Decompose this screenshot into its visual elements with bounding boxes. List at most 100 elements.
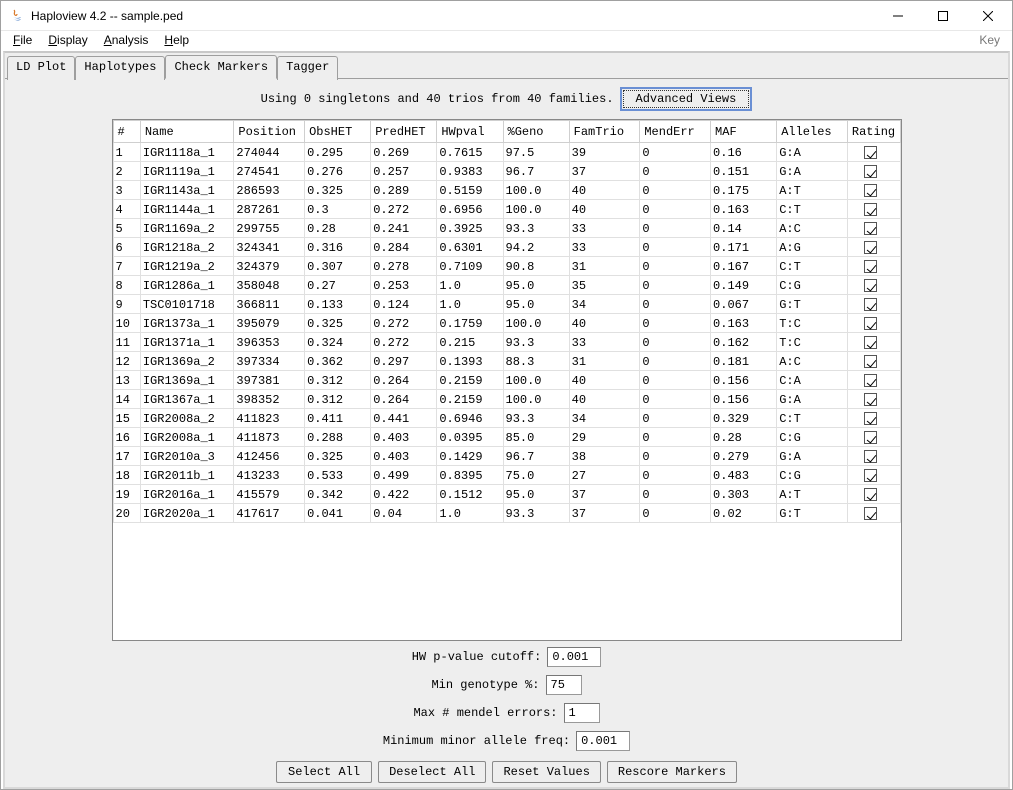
table-row[interactable]: 7IGR1219a_23243790.3070.2780.710990.8310… (113, 257, 900, 276)
table-row[interactable]: 17IGR2010a_34124560.3250.4030.142996.738… (113, 447, 900, 466)
column-header[interactable]: %Geno (503, 121, 569, 143)
column-header[interactable]: MendErr (640, 121, 711, 143)
cell-hw: 0.215 (437, 333, 503, 352)
rating-checkbox[interactable] (864, 469, 877, 482)
tab-ld-plot[interactable]: LD Plot (7, 56, 75, 80)
menu-help[interactable]: Help (158, 31, 195, 49)
table-row[interactable]: 1IGR1118a_12740440.2950.2690.761597.5390… (113, 143, 900, 162)
column-header[interactable]: Name (140, 121, 234, 143)
rating-checkbox[interactable] (864, 431, 877, 444)
rating-checkbox[interactable] (864, 298, 877, 311)
column-header[interactable]: Position (234, 121, 305, 143)
tab-check-markers[interactable]: Check Markers (165, 55, 277, 79)
cell-obs: 0.276 (305, 162, 371, 181)
cell-fam: 40 (569, 181, 640, 200)
rating-checkbox[interactable] (864, 412, 877, 425)
cell-maf: 0.162 (711, 333, 777, 352)
close-button[interactable] (965, 1, 1010, 30)
table-row[interactable]: 10IGR1373a_13950790.3250.2720.1759100.04… (113, 314, 900, 333)
tab-tagger[interactable]: Tagger (277, 56, 338, 80)
cell-obs: 0.324 (305, 333, 371, 352)
cell-geno: 75.0 (503, 466, 569, 485)
tab-haplotypes[interactable]: Haplotypes (75, 56, 165, 80)
cell-mend: 0 (640, 504, 711, 523)
cell-hw: 1.0 (437, 295, 503, 314)
cell-mend: 0 (640, 257, 711, 276)
rating-checkbox[interactable] (864, 507, 877, 520)
rating-checkbox[interactable] (864, 165, 877, 178)
table-row[interactable]: 12IGR1369a_23973340.3620.2970.139388.331… (113, 352, 900, 371)
table-row[interactable]: 3IGR1143a_12865930.3250.2890.5159100.040… (113, 181, 900, 200)
rating-checkbox[interactable] (864, 393, 877, 406)
cell-geno: 94.2 (503, 238, 569, 257)
table-row[interactable]: 2IGR1119a_12745410.2760.2570.938396.7370… (113, 162, 900, 181)
rating-checkbox[interactable] (864, 146, 877, 159)
column-header[interactable]: Rating (847, 121, 900, 143)
rating-checkbox[interactable] (864, 241, 877, 254)
max-mendel-label: Max # mendel errors: (413, 706, 557, 720)
column-header[interactable]: # (113, 121, 140, 143)
cell-fam: 31 (569, 352, 640, 371)
min-maf-input[interactable] (576, 731, 630, 751)
table-row[interactable]: 4IGR1144a_12872610.30.2720.6956100.04000… (113, 200, 900, 219)
menu-analysis[interactable]: Analysis (98, 31, 155, 49)
table-row[interactable]: 14IGR1367a_13983520.3120.2640.2159100.04… (113, 390, 900, 409)
table-row[interactable]: 16IGR2008a_14118730.2880.4030.039585.029… (113, 428, 900, 447)
column-header[interactable]: FamTrio (569, 121, 640, 143)
action-buttons: Select All Deselect All Reset Values Res… (276, 761, 737, 783)
column-header[interactable]: PredHET (371, 121, 437, 143)
table-row[interactable]: 8IGR1286a_13580480.270.2531.095.03500.14… (113, 276, 900, 295)
rating-checkbox[interactable] (864, 336, 877, 349)
reset-values-button[interactable]: Reset Values (492, 761, 600, 783)
cell-n: 8 (113, 276, 140, 295)
cell-all: A:T (777, 181, 848, 200)
rating-checkbox[interactable] (864, 203, 877, 216)
table-row[interactable]: 11IGR1371a_13963530.3240.2720.21593.3330… (113, 333, 900, 352)
rating-checkbox[interactable] (864, 260, 877, 273)
rating-checkbox[interactable] (864, 450, 877, 463)
max-mendel-input[interactable] (564, 703, 600, 723)
cell-pos: 366811 (234, 295, 305, 314)
column-header[interactable]: ObsHET (305, 121, 371, 143)
table-row[interactable]: 15IGR2008a_24118230.4110.4410.694693.334… (113, 409, 900, 428)
rescore-markers-button[interactable]: Rescore Markers (607, 761, 737, 783)
cell-n: 14 (113, 390, 140, 409)
rating-checkbox[interactable] (864, 317, 877, 330)
table-row[interactable]: 5IGR1169a_22997550.280.2410.392593.33300… (113, 219, 900, 238)
column-header[interactable]: HWpval (437, 121, 503, 143)
cell-obs: 0.295 (305, 143, 371, 162)
rating-checkbox[interactable] (864, 184, 877, 197)
menu-file[interactable]: File (7, 31, 38, 49)
rating-checkbox[interactable] (864, 488, 877, 501)
table-row[interactable]: 19IGR2016a_14155790.3420.4220.151295.037… (113, 485, 900, 504)
min-genotype-input[interactable] (546, 675, 582, 695)
cell-pred: 0.272 (371, 333, 437, 352)
select-all-button[interactable]: Select All (276, 761, 372, 783)
table-row[interactable]: 6IGR1218a_23243410.3160.2840.630194.2330… (113, 238, 900, 257)
advanced-views-button[interactable]: Advanced Views (620, 87, 753, 111)
column-header[interactable]: Alleles (777, 121, 848, 143)
cell-hw: 1.0 (437, 504, 503, 523)
table-row[interactable]: 9TSC01017183668110.1330.1241.095.03400.0… (113, 295, 900, 314)
cell-maf: 0.167 (711, 257, 777, 276)
cell-pos: 324379 (234, 257, 305, 276)
column-header[interactable]: MAF (711, 121, 777, 143)
table-row[interactable]: 13IGR1369a_13973810.3120.2640.2159100.04… (113, 371, 900, 390)
table-row[interactable]: 20IGR2020a_14176170.0410.041.093.33700.0… (113, 504, 900, 523)
cell-name: IGR1369a_2 (140, 352, 234, 371)
cell-geno: 93.3 (503, 333, 569, 352)
minimize-button[interactable] (875, 1, 920, 30)
rating-checkbox[interactable] (864, 355, 877, 368)
deselect-all-button[interactable]: Deselect All (378, 761, 486, 783)
rating-checkbox[interactable] (864, 279, 877, 292)
rating-checkbox[interactable] (864, 374, 877, 387)
cell-fam: 33 (569, 333, 640, 352)
maximize-button[interactable] (920, 1, 965, 30)
cell-maf: 0.156 (711, 371, 777, 390)
cell-all: C:T (777, 409, 848, 428)
cell-hw: 0.1429 (437, 447, 503, 466)
hw-cutoff-input[interactable] (547, 647, 601, 667)
rating-checkbox[interactable] (864, 222, 877, 235)
menu-display[interactable]: Display (42, 31, 93, 49)
table-row[interactable]: 18IGR2011b_14132330.5330.4990.839575.027… (113, 466, 900, 485)
